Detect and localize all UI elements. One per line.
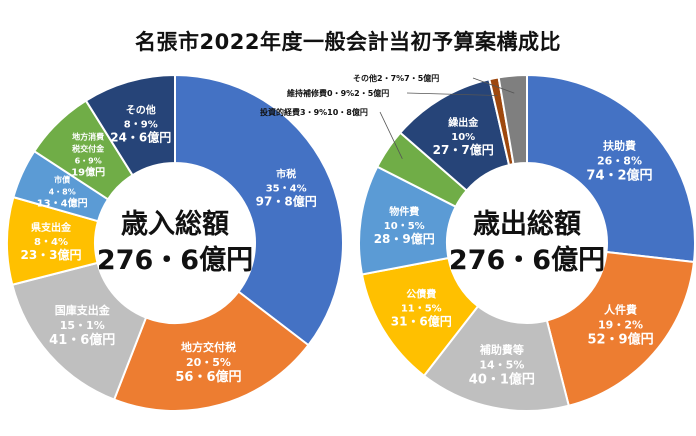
slice-label: 27・7億円 xyxy=(433,142,494,157)
slice-label: 74・2億円 xyxy=(586,167,652,183)
slice-rev-0 xyxy=(174,73,344,347)
slice-label: 公債費 xyxy=(406,287,436,300)
slice-label: 52・9億円 xyxy=(587,331,653,347)
center-label-total: 276・6億円 xyxy=(449,245,605,276)
slice-label: 28・9億円 xyxy=(374,231,435,246)
slice-label: 市債 xyxy=(54,174,70,184)
slice-label: 税交付金 xyxy=(72,143,105,153)
slice-label: 13・4億円 xyxy=(37,196,88,209)
slice-label: 6・9% xyxy=(75,156,102,165)
slice-label: 県支出金 xyxy=(31,221,72,234)
slice-rev-1 xyxy=(112,290,310,412)
slice-label: 26・8% xyxy=(597,154,642,167)
slice-label: 補助費等 xyxy=(479,342,524,356)
slice-label: 35・4% xyxy=(266,184,307,195)
slice-label: 19億円 xyxy=(71,165,105,178)
slice-label: 地方交付税 xyxy=(181,340,236,354)
slice-label: 10・5% xyxy=(384,221,425,232)
slice-label: 市税 xyxy=(276,168,296,181)
slice-label: 人件費 xyxy=(604,302,637,316)
slice-label: 8・4% xyxy=(34,237,68,248)
slice-label: 投資的経費3・9%10・8億円 xyxy=(260,107,368,117)
slice-label: 物件費 xyxy=(389,205,419,218)
slice-label: 23・3億円 xyxy=(20,247,81,262)
slice-label: 31・6億円 xyxy=(391,313,452,328)
slice-label: 24・6億円 xyxy=(110,129,171,144)
slice-label: 19・2% xyxy=(598,318,643,331)
slice-label: 97・8億円 xyxy=(256,194,317,209)
slice-label: 15・1% xyxy=(60,319,105,332)
slice-label: 繰出金 xyxy=(448,116,479,129)
slice-label: その他 xyxy=(126,103,156,116)
center-label-total: 276・6億円 xyxy=(97,245,253,276)
slice-label: 国庫支出金 xyxy=(55,303,111,317)
slice-label: 14・5% xyxy=(479,358,524,371)
center-label-title: 歳入総額 xyxy=(121,208,229,240)
slice-label: 4・8% xyxy=(49,187,76,196)
slice-label: 41・6億円 xyxy=(49,332,115,348)
slice-label: 維持補修費0・9%2・5億円 xyxy=(287,88,389,98)
slice-exp-0 xyxy=(526,73,696,264)
callout-line xyxy=(472,77,515,94)
slice-exp-1 xyxy=(545,250,696,407)
center-label-title: 歳出総額 xyxy=(473,208,581,240)
slice-rev-6 xyxy=(84,73,176,177)
slice-label: 20・5% xyxy=(186,356,231,369)
slice-label: 40・1億円 xyxy=(469,371,535,387)
callout-line xyxy=(406,92,498,96)
slice-label: 11・5% xyxy=(401,303,442,314)
callout-line xyxy=(379,111,403,160)
revenue-donut: 市税35・4%97・8億円地方交付税20・5%56・6億円国庫支出金15・1%4… xyxy=(6,73,344,412)
slice-exp-8 xyxy=(497,73,528,166)
slice-label: 地方消費 xyxy=(72,131,104,141)
slice-label: 10% xyxy=(451,132,475,143)
slice-label: その他2・7%7・5億円 xyxy=(353,73,439,83)
slice-label: 56・6億円 xyxy=(175,369,241,385)
chart-title: 名張市2022年度一般会計当初予算案構成比 xyxy=(135,30,561,54)
slice-label: 8・9% xyxy=(124,119,158,130)
slice-exp-2 xyxy=(422,304,570,412)
slice-label: 扶助費 xyxy=(603,138,636,152)
